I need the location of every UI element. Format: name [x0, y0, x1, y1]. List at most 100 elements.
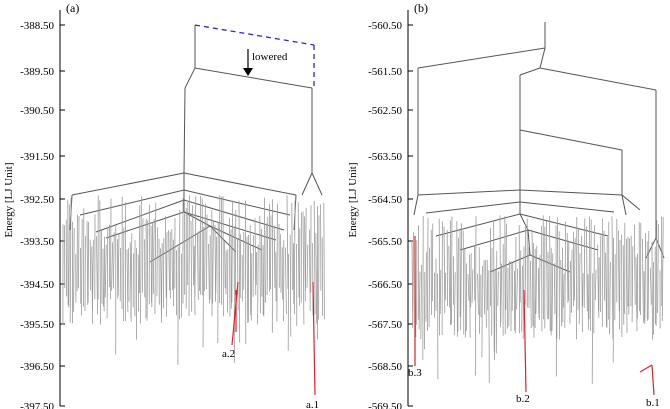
- leaf-line: [259, 215, 261, 314]
- leaf-line: [420, 264, 422, 340]
- leaf-line: [470, 253, 472, 308]
- leaf-line: [538, 254, 541, 321]
- leaf-line: [439, 269, 442, 315]
- leaf-line: [142, 218, 144, 293]
- leaf-line: [443, 226, 446, 314]
- leaf-line: [208, 243, 210, 304]
- leaf-line: [611, 216, 614, 340]
- leaf-line: [194, 196, 197, 298]
- a-tick-label-6: -394.50: [20, 279, 54, 291]
- leaf-line: [451, 216, 453, 325]
- leaf-line: [315, 233, 318, 324]
- panel-b-y-axis-title: Energy [LJ Unit]: [347, 163, 359, 238]
- leaf-line: [101, 230, 103, 304]
- leaf-line: [254, 218, 257, 296]
- panel-b-min-b2-label: b.2: [516, 393, 530, 405]
- leaf-line: [650, 267, 652, 305]
- leaf-line: [265, 223, 267, 303]
- leaf-line: [237, 238, 239, 311]
- b-tick-label-5: -565.50: [368, 236, 402, 248]
- panel-b-tree-upper: [417, 22, 657, 238]
- leaf-line: [453, 272, 456, 336]
- leaf-line: [634, 224, 636, 305]
- leaf-line: [505, 223, 507, 310]
- leaf-line: [313, 200, 316, 315]
- leaf-line: [495, 250, 498, 354]
- leaf-line: [562, 247, 564, 323]
- leaf-line: [165, 216, 167, 298]
- leaf-line: [571, 249, 573, 313]
- leaf-line: [590, 219, 592, 331]
- panel-a-y-axis-title: Energy [LJ Unit]: [3, 163, 15, 238]
- leaf-line: [583, 218, 586, 309]
- leaf-line: [593, 225, 595, 334]
- leaf-line: [551, 253, 554, 332]
- leaf-line: [547, 252, 549, 320]
- panel-a-highlighted-minima: [231, 281, 316, 396]
- panel-b-highlighted-minima: [414, 236, 655, 396]
- leaf-line: [591, 273, 594, 385]
- leaf-line: [511, 262, 514, 311]
- leaf-line: [171, 228, 173, 291]
- a-tick-label-0: -388.50: [20, 20, 54, 32]
- leaf-line: [626, 238, 628, 333]
- leaf-line: [91, 246, 93, 324]
- leaf-line: [573, 238, 576, 301]
- leaf-line: [474, 216, 477, 376]
- leaf-line: [643, 271, 645, 321]
- leaf-line: [106, 227, 109, 319]
- leaf-line: [514, 236, 517, 334]
- leaf-line: [285, 247, 287, 315]
- panel-a-lowered-label: lowered: [252, 51, 288, 63]
- leaf-line: [642, 238, 644, 323]
- leaf-line: [126, 249, 129, 313]
- panel-b-min-b1-path: [651, 364, 655, 396]
- leaf-line: [418, 271, 421, 330]
- leaf-line: [494, 269, 496, 361]
- a-tick-label-5: -393.50: [20, 236, 54, 248]
- leaf-line: [560, 259, 563, 327]
- panel-b-leaves: [411, 215, 664, 385]
- leaf-line: [563, 273, 565, 308]
- leaf-line: [111, 242, 113, 291]
- panel-b-min-b2-path: [523, 289, 527, 393]
- leaf-line: [448, 245, 451, 308]
- leaf-line: [151, 222, 153, 308]
- leaf-line: [582, 273, 584, 307]
- leaf-line: [456, 221, 458, 337]
- leaf-line: [628, 238, 630, 315]
- leaf-line: [266, 216, 269, 296]
- leaf-line: [193, 245, 196, 316]
- panel-a-y-ticks: [60, 24, 65, 407]
- leaf-line: [302, 211, 305, 325]
- leaf-line: [204, 203, 206, 291]
- leaf-line: [238, 200, 241, 343]
- leaf-line: [263, 197, 265, 317]
- leaf-line: [250, 253, 253, 321]
- panel-b-min-b3-label: b.3: [408, 367, 422, 379]
- leaf-line: [68, 204, 70, 308]
- leaf-line: [471, 269, 474, 303]
- leaf-line: [464, 249, 466, 338]
- leaf-line: [477, 273, 479, 315]
- leaf-line: [485, 260, 487, 328]
- leaf-line: [168, 230, 170, 291]
- leaf-line: [457, 237, 459, 332]
- leaf-line: [467, 274, 470, 301]
- leaf-line: [554, 263, 556, 315]
- leaf-line: [234, 209, 237, 295]
- panel-a-y-tick-labels: -388.50 -389.50 -390.50 -391.50 -392.50 …: [20, 20, 54, 409]
- leaf-line: [431, 223, 434, 302]
- leaf-line: [549, 215, 551, 331]
- leaf-line: [270, 215, 272, 290]
- leaf-line: [276, 203, 278, 322]
- leaf-line: [192, 204, 194, 286]
- leaf-line: [530, 260, 532, 329]
- leaf-line: [504, 216, 506, 335]
- leaf-line: [96, 236, 98, 315]
- leaf-line: [212, 220, 214, 304]
- leaf-line: [152, 219, 155, 294]
- panel-a-lowered-arrow: [243, 49, 253, 76]
- leaf-line: [286, 195, 289, 289]
- leaf-line: [460, 223, 462, 331]
